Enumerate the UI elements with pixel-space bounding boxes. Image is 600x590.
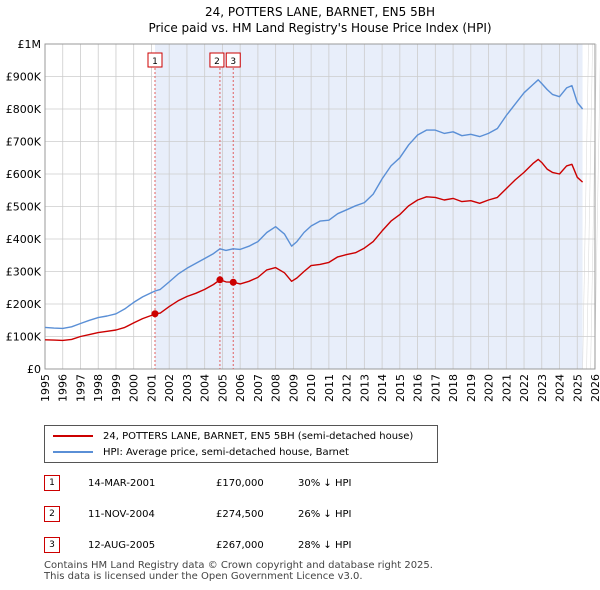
y-tick-label: £700K bbox=[6, 136, 42, 149]
x-tick-label: 2008 bbox=[270, 374, 283, 402]
x-tick-label: 2017 bbox=[429, 374, 442, 402]
y-tick-label: £400K bbox=[6, 233, 42, 246]
sale-number-label: 1 bbox=[152, 57, 158, 67]
transaction-price: £274,500 bbox=[216, 508, 264, 520]
sale-point-marker bbox=[151, 310, 159, 318]
x-tick-label: 1995 bbox=[39, 374, 52, 402]
sale-point-marker bbox=[229, 278, 237, 286]
legend-label-property: 24, POTTERS LANE, BARNET, EN5 5BH (semi-… bbox=[103, 430, 414, 442]
x-tick-label: 2024 bbox=[554, 374, 567, 402]
legend-item-property: 24, POTTERS LANE, BARNET, EN5 5BH (semi-… bbox=[53, 428, 413, 444]
transaction-row: 3 12-AUG-2005 £267,000 28% ↓ HPI bbox=[44, 535, 351, 555]
y-tick-label: £0 bbox=[27, 363, 41, 376]
legend-label-hpi: HPI: Average price, semi-detached house,… bbox=[103, 446, 349, 458]
y-tick-label: £900K bbox=[6, 71, 42, 84]
x-tick-label: 2012 bbox=[341, 374, 354, 402]
sale-number-box bbox=[209, 52, 225, 68]
x-tick-label: 2026 bbox=[589, 374, 600, 402]
plot-border bbox=[44, 43, 596, 370]
y-tick-label: £300K bbox=[6, 266, 42, 279]
x-tick-label: 2009 bbox=[287, 374, 300, 402]
y-tick-label: £200K bbox=[6, 298, 42, 311]
x-tick-label: 2002 bbox=[163, 374, 176, 402]
x-tick-label: 2000 bbox=[128, 374, 141, 402]
x-tick-label: 2022 bbox=[518, 374, 531, 402]
x-tick-label: 2016 bbox=[412, 374, 425, 402]
x-tick-label: 2018 bbox=[447, 374, 460, 402]
x-tick-label: 2014 bbox=[376, 374, 389, 402]
transaction-price: £170,000 bbox=[216, 477, 264, 489]
x-tick-label: 1999 bbox=[110, 374, 123, 402]
x-tick-label: 1996 bbox=[57, 374, 70, 402]
transaction-row: 2 11-NOV-2004 £274,500 26% ↓ HPI bbox=[44, 504, 351, 524]
transaction-hpi-diff: 26% ↓ HPI bbox=[298, 508, 352, 520]
y-tick-label: £100K bbox=[6, 331, 42, 344]
x-tick-label: 2004 bbox=[199, 374, 212, 402]
legend-swatch-hpi bbox=[53, 451, 93, 453]
chart-legend: 24, POTTERS LANE, BARNET, EN5 5BH (semi-… bbox=[44, 425, 438, 463]
transaction-row: 1 14-MAR-2001 £170,000 30% ↓ HPI bbox=[44, 473, 351, 493]
transaction-price: £267,000 bbox=[216, 539, 264, 551]
chart-title: 24, POTTERS LANE, BARNET, EN5 5BH Price … bbox=[0, 4, 600, 36]
legend-swatch-property bbox=[53, 435, 93, 437]
x-tick-label: 2015 bbox=[394, 374, 407, 402]
hpi-series-line bbox=[44, 79, 584, 330]
x-tick-label: 2013 bbox=[358, 374, 371, 402]
chart-title-line1: 24, POTTERS LANE, BARNET, EN5 5BH bbox=[205, 5, 435, 19]
transaction-date: 14-MAR-2001 bbox=[88, 477, 156, 489]
transaction-number-badge: 1 bbox=[44, 475, 60, 491]
x-tick-label: 2001 bbox=[145, 374, 158, 402]
x-tick-label: 1997 bbox=[74, 374, 87, 402]
sale-number-box bbox=[147, 52, 163, 68]
sale-number-label: 3 bbox=[230, 57, 236, 67]
sale-number-box bbox=[225, 52, 241, 68]
footer-licence: This data is licensed under the Open Gov… bbox=[44, 571, 363, 582]
legend-item-hpi: HPI: Average price, semi-detached house,… bbox=[53, 444, 349, 460]
y-tick-label: £1M bbox=[18, 38, 42, 51]
x-tick-label: 2019 bbox=[465, 374, 478, 402]
x-tick-label: 2003 bbox=[181, 374, 194, 402]
x-tick-label: 2023 bbox=[536, 374, 549, 402]
x-tick-label: 2005 bbox=[216, 374, 229, 402]
transaction-hpi-diff: 30% ↓ HPI bbox=[298, 477, 352, 489]
y-tick-label: £800K bbox=[6, 103, 42, 116]
x-tick-label: 2020 bbox=[483, 374, 496, 402]
chart-title-line2: Price paid vs. HM Land Registry's House … bbox=[148, 21, 492, 35]
x-tick-label: 2021 bbox=[500, 374, 513, 402]
x-tick-label: 2010 bbox=[305, 374, 318, 402]
x-tick-label: 2025 bbox=[571, 374, 584, 402]
property-series-line bbox=[44, 158, 584, 342]
footer-copyright: Contains HM Land Registry data © Crown c… bbox=[44, 560, 433, 571]
x-tick-label: 2007 bbox=[252, 374, 265, 402]
transaction-hpi-diff: 28% ↓ HPI bbox=[298, 539, 352, 551]
x-tick-label: 1998 bbox=[92, 374, 105, 402]
transaction-number-badge: 2 bbox=[44, 506, 60, 522]
transaction-date: 12-AUG-2005 bbox=[88, 539, 156, 551]
y-tick-label: £500K bbox=[6, 201, 42, 214]
x-tick-label: 2006 bbox=[234, 374, 247, 402]
transaction-number-badge: 3 bbox=[44, 537, 60, 553]
sale-point-marker bbox=[216, 276, 224, 284]
sale-number-label: 2 bbox=[214, 57, 220, 67]
transaction-date: 11-NOV-2004 bbox=[88, 508, 155, 520]
x-tick-label: 2011 bbox=[323, 374, 336, 402]
price-chart: £0 £100K £200K £300K £400K £500K £600K £700K £80… bbox=[6, 38, 600, 402]
y-tick-label: £600K bbox=[6, 168, 42, 181]
